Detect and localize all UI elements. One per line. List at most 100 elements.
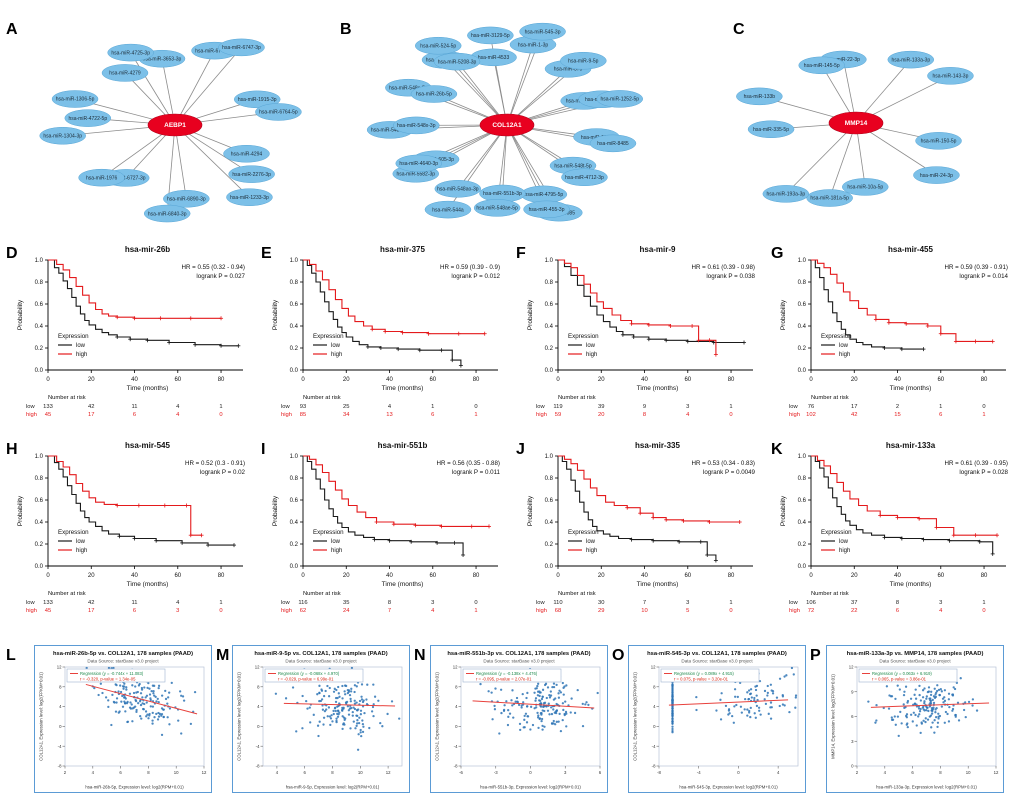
data-point (555, 720, 558, 723)
y-tick-label: 0.4 (798, 520, 807, 526)
data-point (373, 695, 377, 698)
risk-low-value: 1 (939, 404, 942, 410)
y-tick-label: 8 (257, 684, 260, 689)
km-legend-title: Expression (568, 333, 599, 340)
mirna-node-label: hsa-miR-548e-5p (389, 85, 428, 91)
data-point (138, 700, 142, 703)
mirna-node-label: hsa-miR-6840-3p (148, 211, 187, 217)
data-point (361, 730, 365, 734)
data-point (792, 673, 795, 676)
data-point (952, 704, 955, 707)
km-curve (303, 455, 464, 555)
data-point (124, 710, 127, 713)
y-tick-label: 0.6 (545, 498, 554, 504)
mirna-node-label: hsa-miR-545-3p (525, 29, 561, 35)
plot-frame (658, 666, 799, 767)
data-point (177, 719, 180, 722)
data-point (549, 690, 552, 693)
km-legend-title: Expression (568, 529, 599, 536)
data-point (971, 698, 975, 701)
risk-high-value: 0 (219, 412, 222, 418)
data-point (337, 685, 340, 689)
risk-high-value: 6 (896, 608, 899, 614)
mirna-node (747, 120, 795, 139)
data-point (162, 715, 165, 719)
data-point (885, 685, 889, 688)
data-point (695, 695, 698, 699)
data-point (150, 690, 153, 693)
y-tick-label: 0.8 (545, 476, 554, 482)
data-point (341, 684, 344, 688)
data-point (349, 690, 353, 693)
data-point (354, 727, 357, 730)
mirna-node (589, 134, 637, 153)
data-point (750, 696, 753, 699)
legend-regression-text: Regression (y = -0.138x + 4.476) (476, 671, 538, 676)
data-point (305, 699, 308, 703)
data-point (517, 703, 521, 707)
data-point (193, 690, 197, 694)
network-edge (174, 124, 187, 199)
data-point (545, 696, 548, 700)
network-panel-c: hsa-miR-22-3p hsa-miR-133a-3p hsa-miR-143-… (700, 8, 1012, 226)
data-point (360, 734, 363, 738)
data-point (536, 716, 540, 719)
km-title: hsa-mir-26b (125, 245, 170, 254)
mirna-node (101, 64, 149, 82)
data-point (146, 686, 149, 690)
network-edge (130, 52, 176, 126)
mirna-node (226, 188, 273, 206)
data-point (971, 704, 974, 707)
data-point (349, 700, 352, 703)
panel-letter-n: N (414, 647, 426, 664)
risk-low-value: 4 (388, 404, 392, 410)
data-point (917, 715, 920, 718)
data-point (152, 692, 155, 695)
x-tick-label: 0 (556, 377, 560, 383)
data-point (541, 695, 544, 698)
data-point (140, 717, 143, 720)
network-edge (506, 124, 545, 195)
mirna-node-label: hsa-miR-143-3p (933, 74, 969, 80)
data-point (536, 711, 539, 715)
data-point (943, 721, 946, 724)
data-point (541, 728, 544, 731)
data-point (915, 724, 918, 727)
data-point (909, 697, 913, 700)
data-point (596, 691, 599, 695)
y-tick-label: 4 (59, 704, 62, 709)
km-curve (48, 259, 222, 319)
data-point (918, 684, 921, 687)
network-edge (174, 50, 215, 126)
x-tick-label: 40 (131, 573, 138, 579)
mirna-node-label: hsa-miR-6727-3p (107, 176, 146, 182)
risk-low-value: 1 (982, 600, 985, 606)
data-point (783, 704, 786, 707)
legend-high-label: high (331, 548, 342, 554)
risk-low-value: 133 (43, 404, 53, 410)
data-point (520, 706, 523, 709)
data-point (911, 720, 914, 723)
mirna-node (233, 90, 281, 109)
data-point (93, 686, 96, 690)
data-point (124, 702, 127, 705)
legend-correlation-text: r = -0.029, p-value = 6.99e-01 (278, 677, 334, 682)
km-panel-d: hsa-mir-26b 0.0 0.2 0.4 0.6 0.8 1.0 0 20 40 60 80 Ti… (12, 240, 255, 434)
risk-high-value: 8 (643, 412, 646, 418)
data-point (557, 696, 561, 699)
data-point (157, 700, 160, 704)
km-ylabel: Probability (527, 299, 534, 330)
y-tick-label: -4 (454, 744, 458, 749)
data-point (153, 716, 156, 719)
data-point (301, 694, 304, 698)
data-point (508, 712, 512, 715)
scatter-subtitle: Data Source: starBase v3.0 project (879, 659, 951, 664)
data-point (539, 705, 543, 708)
risk-low-value: 4 (176, 404, 180, 410)
km-svg-F: hsa-mir-90.00.20.40.60.81.00 20 40 60 80Time… (527, 245, 756, 418)
data-point (140, 686, 144, 690)
scatter-panel-n: hsa-miR-551b-3p vs. COL12A1, 178 samples… (430, 645, 608, 793)
risk-high-value: 4 (686, 412, 690, 418)
data-point (914, 697, 918, 700)
